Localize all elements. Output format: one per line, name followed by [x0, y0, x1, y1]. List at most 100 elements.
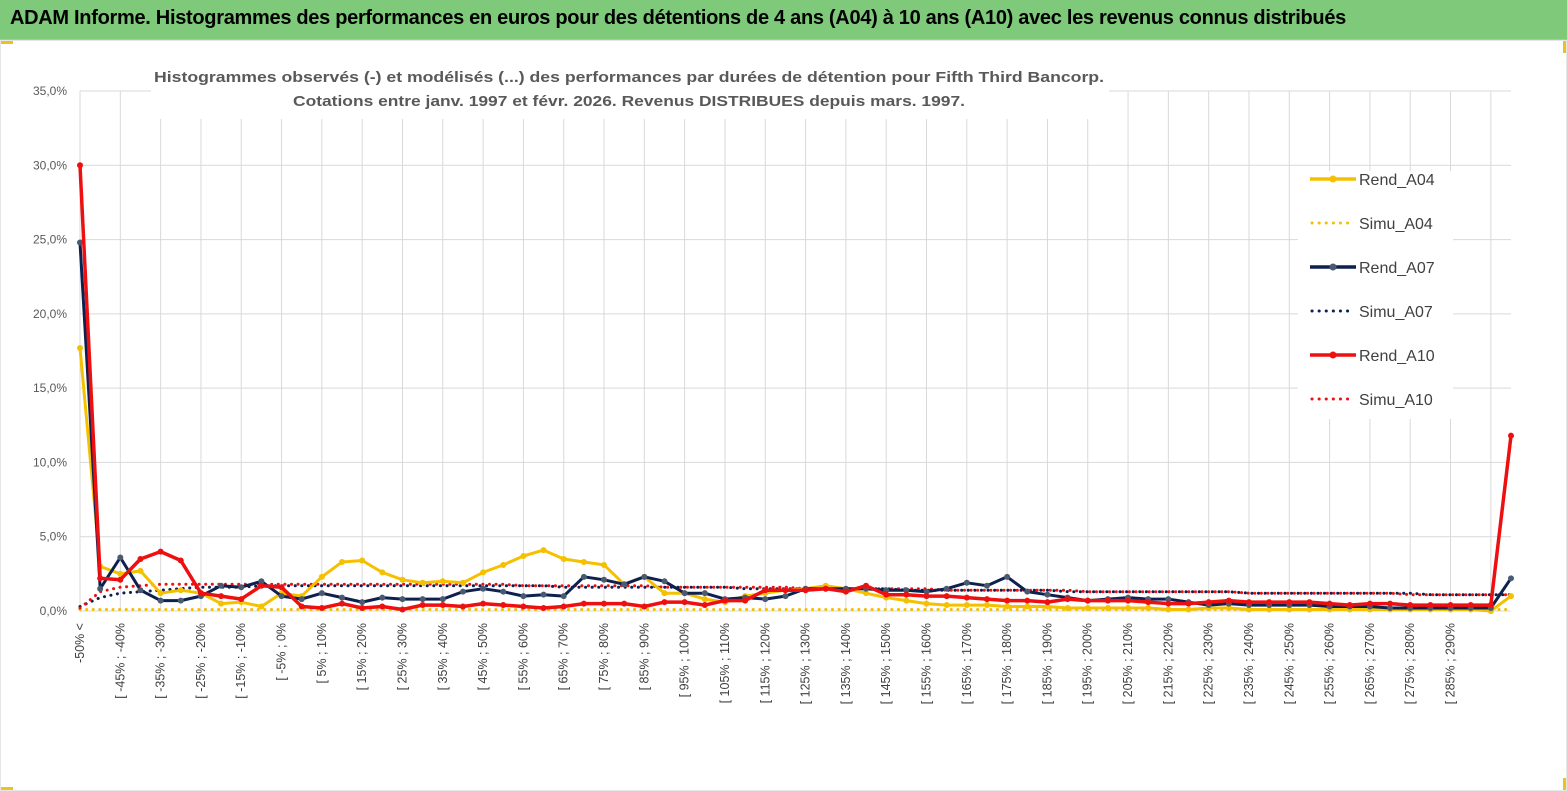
data-point	[641, 603, 648, 610]
x-tick-label: [ 205% ; 210%	[1121, 623, 1135, 704]
data-point	[97, 575, 104, 582]
x-tick-label: [ 35% ; 40%	[436, 623, 450, 690]
x-tick-label: [ 185% ; 190%	[1040, 623, 1054, 704]
x-tick-label: [ 275% ; 280%	[1403, 623, 1417, 704]
data-point	[1427, 602, 1434, 609]
data-point	[399, 596, 406, 603]
data-point	[1165, 606, 1172, 613]
data-point	[923, 600, 930, 607]
data-point	[681, 599, 688, 606]
series-line	[78, 582, 1513, 610]
data-point	[661, 590, 668, 597]
data-point	[1165, 596, 1172, 603]
banner-title: ADAM Informe. Histogrammes des performan…	[10, 7, 1346, 29]
banner: ADAM Informe. Histogrammes des performan…	[0, 0, 1567, 40]
data-point	[963, 602, 970, 609]
series-line	[78, 347, 1512, 613]
legend-item-Rend_A07: Rend_A07	[1310, 260, 1435, 277]
x-tick-label: [ 65% ; 70%	[557, 623, 571, 690]
x-tick-label: [ 255% ; 260%	[1323, 623, 1337, 704]
data-point	[278, 593, 285, 600]
legend-label: Simu_A04	[1359, 216, 1433, 233]
x-tick-label: [ -45% ; -40%	[113, 623, 127, 699]
data-point	[379, 603, 386, 610]
data-point	[500, 602, 507, 609]
y-tick-label: 30,0%	[33, 158, 67, 172]
data-point	[117, 570, 124, 577]
y-tick-label: 5,0%	[40, 530, 68, 544]
legend-label: Rend_A07	[1359, 260, 1435, 277]
data-point	[560, 603, 567, 610]
performance-histogram-chart: 0,0% 5,0% 10,0% 15,0% 20,0% 25,0% 30,0% 35,0% -5…	[33, 59, 1514, 704]
data-point	[822, 585, 829, 592]
x-tick-label: [ 155% ; 160%	[920, 623, 934, 704]
data-point	[1447, 602, 1454, 609]
data-point	[883, 591, 890, 598]
data-point	[419, 596, 426, 603]
x-tick-label: [ 5% ; 10%	[315, 623, 329, 683]
data-point	[1125, 605, 1132, 612]
data-point	[258, 603, 265, 610]
data-point	[1044, 591, 1051, 598]
data-point	[439, 578, 446, 585]
data-point	[762, 587, 769, 594]
data-point	[218, 600, 225, 607]
data-point	[903, 597, 910, 604]
data-point	[1487, 602, 1494, 609]
data-point	[318, 573, 325, 580]
legend-label: Simu_A07	[1359, 304, 1433, 321]
x-tick-label: [ 15% ; 20%	[355, 623, 369, 690]
data-point	[97, 585, 104, 592]
data-point	[983, 602, 990, 609]
data-point	[1266, 599, 1273, 606]
data-point	[1044, 603, 1051, 610]
data-point	[480, 585, 487, 592]
x-tick-label: -50% <	[73, 623, 87, 663]
x-tick-label: [ 235% ; 240%	[1242, 623, 1256, 704]
data-point	[1084, 597, 1091, 604]
y-tick-label: 25,0%	[33, 233, 67, 247]
data-point	[661, 578, 668, 585]
data-point	[197, 590, 204, 597]
data-point	[1225, 605, 1232, 612]
legend-label: Rend_A10	[1359, 348, 1435, 365]
data-point	[721, 597, 728, 604]
data-point	[77, 162, 83, 169]
data-point	[903, 587, 910, 594]
x-tick-label: [ 45% ; 50%	[476, 623, 490, 690]
corner-mark-top-right	[1563, 41, 1566, 53]
data-point	[1286, 606, 1293, 613]
data-point	[1407, 602, 1414, 609]
data-point	[762, 596, 769, 603]
data-point	[419, 579, 426, 586]
data-point	[459, 579, 466, 586]
legend-item-Simu_A07: Simu_A07	[1310, 304, 1433, 321]
legend-marker	[1329, 351, 1337, 359]
data-point	[1125, 597, 1132, 604]
data-point	[601, 576, 608, 583]
data-point	[1004, 573, 1011, 580]
data-point	[560, 556, 567, 562]
data-point	[419, 602, 426, 609]
data-point	[580, 600, 587, 607]
x-tick-label: [ -5% ; 0%	[275, 623, 289, 681]
data-point	[1286, 599, 1293, 606]
data-point	[701, 590, 708, 597]
x-tick-label: [ 265% ; 270%	[1363, 623, 1377, 704]
data-point	[298, 596, 305, 603]
data-point	[540, 591, 547, 598]
series-Rend_A10	[77, 162, 1514, 613]
legend-item-Simu_A04: Simu_A04	[1310, 216, 1433, 233]
x-tick-label: [ 105% ; 110%	[718, 623, 732, 703]
data-point	[1044, 599, 1051, 606]
y-tick-label: 10,0%	[33, 455, 67, 469]
data-point	[1205, 599, 1212, 606]
x-tick-label: [ -35% ; -30%	[154, 623, 168, 699]
data-point	[77, 239, 83, 246]
data-point	[943, 585, 950, 592]
x-tick-label: [ 75% ; 80%	[597, 623, 611, 690]
data-point	[1508, 432, 1514, 439]
data-point	[580, 558, 587, 565]
data-point	[601, 600, 608, 607]
data-point	[77, 345, 83, 352]
